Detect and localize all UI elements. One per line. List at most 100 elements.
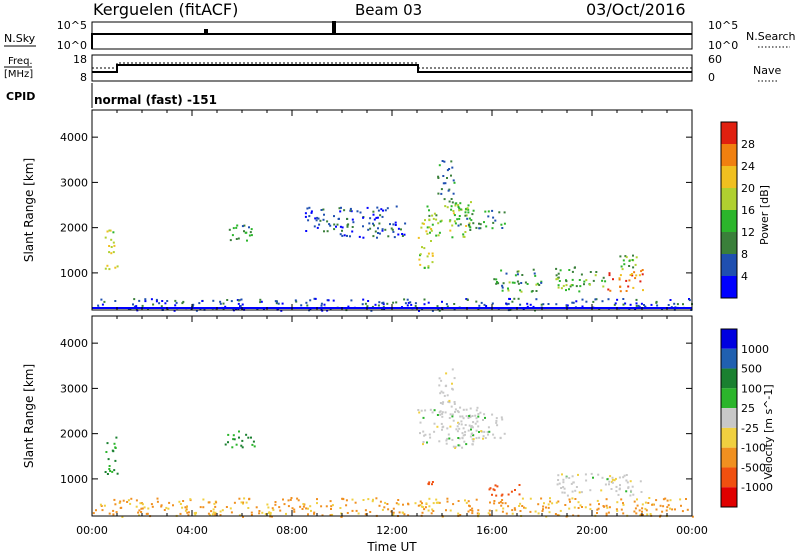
data-cell (562, 486, 565, 489)
data-cell (635, 304, 638, 307)
data-cell (604, 483, 607, 486)
data-cell (492, 216, 495, 219)
data-cell (447, 400, 450, 403)
data-cell (386, 207, 389, 210)
data-cell (109, 229, 112, 232)
data-cell (638, 274, 641, 277)
data-cell (450, 160, 453, 163)
data-cell (95, 509, 97, 512)
data-cell (339, 225, 342, 228)
data-cell (108, 512, 111, 515)
data-cell (521, 497, 524, 500)
data-cell (323, 230, 325, 233)
data-cell (459, 406, 462, 409)
data-cell (491, 413, 494, 416)
data-cell (475, 417, 478, 420)
data-cell (478, 227, 481, 230)
data-cell (577, 507, 580, 509)
data-cell (526, 305, 529, 308)
data-cell (329, 500, 332, 503)
data-cell (345, 504, 348, 507)
data-cell (113, 244, 116, 247)
data-cell (428, 214, 431, 217)
data-cell (557, 500, 560, 503)
data-cell (589, 508, 592, 511)
data-cell (526, 302, 529, 305)
data-cell (221, 509, 224, 512)
data-cell (327, 299, 330, 302)
data-cell (478, 512, 480, 515)
data-cell (295, 300, 298, 303)
data-cell (459, 202, 462, 205)
data-cell (111, 470, 114, 473)
data-cell (241, 303, 244, 306)
data-cell (531, 290, 534, 292)
data-cell (147, 507, 150, 510)
data-cell (238, 497, 241, 500)
data-cell (442, 175, 445, 177)
data-cell (625, 479, 628, 482)
data-cell (322, 218, 325, 221)
data-cell (480, 301, 483, 304)
data-cell (419, 504, 422, 507)
data-cell (558, 514, 561, 517)
data-cell (343, 234, 346, 237)
beam-title: Beam 03 (355, 1, 422, 19)
data-cell (354, 501, 357, 504)
data-cell (467, 510, 470, 513)
data-cell (441, 402, 444, 405)
data-cell (529, 303, 532, 306)
data-cell (384, 501, 387, 504)
data-cell (267, 512, 270, 514)
data-cell (470, 425, 473, 428)
data-cell (227, 433, 230, 436)
data-cell (212, 511, 215, 514)
data-cell (92, 512, 95, 515)
data-cell (620, 265, 623, 268)
data-cell (649, 513, 652, 515)
data-cell (431, 483, 433, 486)
data-cell (639, 480, 642, 483)
data-cell (445, 442, 448, 445)
colorbar-swatch (721, 232, 737, 254)
data-cell (378, 232, 381, 235)
data-cell (426, 232, 429, 235)
data-cell (340, 512, 343, 515)
data-cell (329, 514, 332, 517)
data-cell (326, 220, 329, 223)
data-cell (615, 508, 618, 511)
data-cell (661, 308, 663, 311)
data-cell (448, 399, 451, 402)
data-cell (644, 501, 647, 504)
data-cell (152, 303, 155, 306)
data-cell (422, 416, 425, 419)
data-cell (451, 382, 453, 385)
data-cell (438, 231, 441, 234)
x-tick-label: 20:00 (576, 524, 608, 537)
data-cell (650, 303, 653, 306)
nsearch-tick-top: 10^5 (708, 19, 738, 32)
data-cell (409, 301, 412, 304)
data-cell (640, 302, 643, 305)
data-cell (369, 511, 372, 513)
data-cell (435, 214, 438, 217)
data-cell (467, 500, 470, 503)
data-cell (425, 502, 428, 505)
data-cell (436, 305, 439, 308)
data-cell (383, 506, 386, 509)
data-cell (108, 251, 111, 254)
data-cell (611, 481, 614, 484)
data-cell (304, 215, 307, 218)
data-cell (140, 511, 143, 513)
data-cell (602, 276, 605, 279)
data-cell (471, 512, 474, 515)
data-cell (421, 222, 424, 225)
data-cell (446, 169, 449, 172)
data-cell (246, 239, 248, 242)
data-cell (502, 507, 505, 510)
data-cell (293, 510, 296, 513)
data-cell (219, 300, 222, 303)
data-cell (259, 298, 262, 301)
data-cell (187, 514, 190, 517)
data-cell (374, 230, 377, 233)
